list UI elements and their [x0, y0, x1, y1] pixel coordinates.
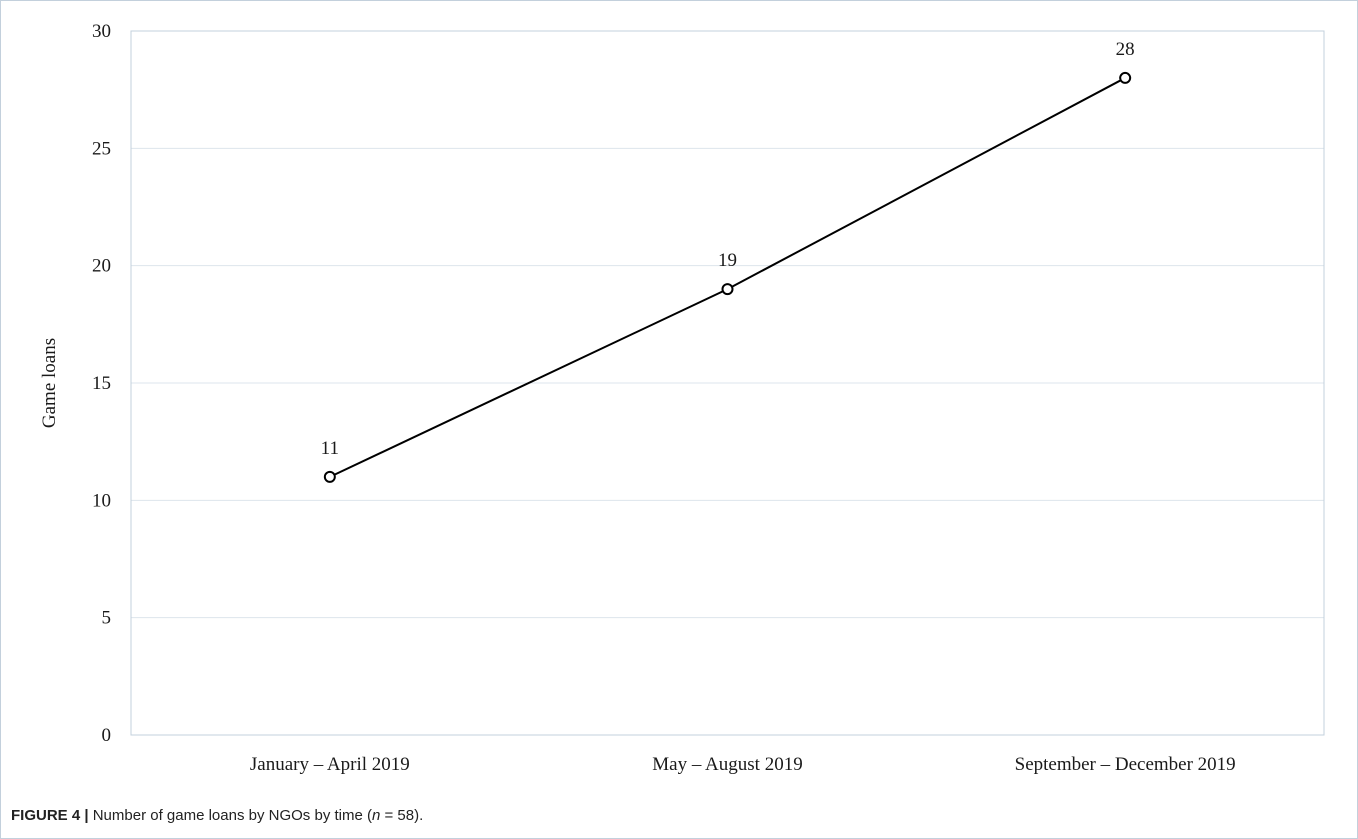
x-tick-label: September – December 2019	[1015, 754, 1236, 775]
y-tick-label: 10	[92, 490, 111, 511]
plot-area-border	[130, 30, 1325, 736]
figure-label: FIGURE 4 |	[11, 807, 89, 824]
series-line	[329, 77, 1126, 478]
data-point	[721, 283, 734, 296]
y-tick-label: 0	[102, 725, 112, 746]
y-tick-label: 30	[92, 21, 111, 42]
caption-text: Number of game loans by NGOs by time (	[92, 807, 372, 824]
data-label: 11	[321, 438, 339, 459]
caption-rest: = 58).	[380, 807, 424, 824]
y-axis-title: Game loans	[39, 338, 60, 428]
y-tick-label: 5	[102, 608, 112, 629]
data-label: 28	[1116, 39, 1135, 60]
y-tick-label: 25	[92, 138, 111, 159]
y-tick-label: 15	[92, 373, 111, 394]
figure-caption: FIGURE 4 | Number of game loans by NGOs …	[11, 807, 423, 824]
data-point	[1119, 71, 1132, 84]
caption-variable: n	[371, 807, 381, 824]
x-tick-label: January – April 2019	[250, 754, 410, 775]
x-tick-label: May – August 2019	[652, 754, 802, 775]
y-tick-label: 20	[92, 256, 111, 277]
line-chart: 0 5 10 15 20 25 30 January – April 2019 May – Au…	[39, 21, 1325, 775]
data-label: 19	[718, 250, 737, 271]
data-point	[323, 470, 336, 483]
